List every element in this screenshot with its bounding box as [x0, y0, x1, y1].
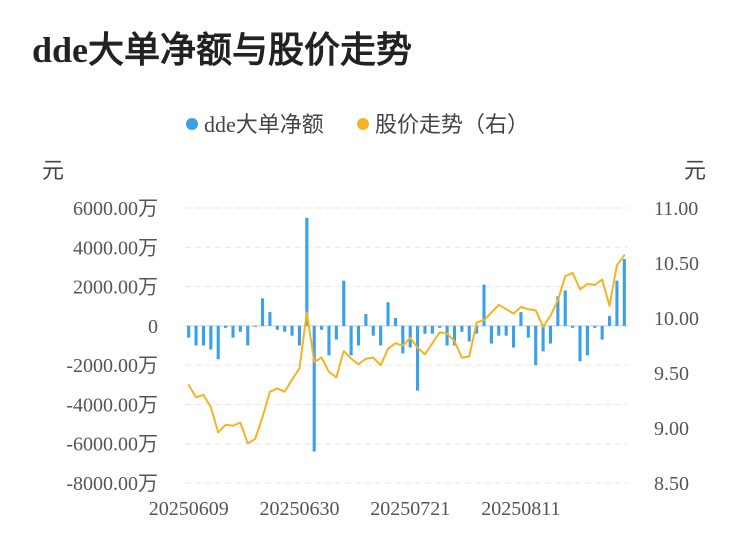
bar	[423, 325, 427, 334]
x-tick-label: 20250721	[370, 498, 450, 520]
bar	[253, 325, 257, 327]
bar	[482, 284, 486, 326]
right-tick-label: 9.00	[654, 418, 689, 440]
left-tick-label: 0	[148, 316, 158, 338]
right-tick-label: 11.00	[654, 198, 698, 220]
bar	[519, 312, 523, 326]
bar	[356, 325, 361, 346]
bar	[393, 318, 397, 326]
legend-label-bar: dde大单净额	[204, 112, 324, 137]
right-tick-label: 9.50	[654, 363, 689, 385]
bar	[224, 325, 228, 328]
grid-lines	[185, 207, 628, 484]
bar	[260, 298, 265, 326]
bar	[512, 325, 516, 348]
bar	[201, 325, 206, 346]
bar	[438, 325, 442, 328]
bar	[430, 325, 434, 334]
chart-title: dde大单净额与股价走势	[32, 30, 413, 70]
bar	[371, 325, 375, 336]
bar	[563, 290, 567, 326]
bar	[327, 325, 331, 356]
left-tick-label: -2000.00万	[66, 355, 158, 377]
legend-label-line: 股价走势（右）	[375, 112, 529, 137]
bar	[364, 314, 368, 326]
bar	[489, 325, 493, 344]
bar	[401, 325, 405, 354]
bar	[246, 325, 250, 346]
bar	[238, 325, 242, 332]
bar	[445, 325, 449, 346]
bar	[600, 325, 604, 340]
bar	[504, 325, 508, 336]
left-axis-unit: 元	[42, 158, 64, 183]
bar	[556, 296, 560, 326]
bar	[209, 325, 213, 350]
bar	[571, 325, 575, 328]
bar	[379, 325, 383, 346]
right-tick-label: 8.50	[654, 473, 689, 495]
bar	[194, 325, 198, 346]
bar	[349, 325, 353, 356]
left-axis: 6000.00万 4000.00万 2000.00万 0 -2000.00万 -4000.…	[66, 198, 158, 495]
bar	[283, 325, 287, 332]
line-series	[187, 254, 626, 445]
legend-dot-bar	[186, 118, 198, 130]
bar	[297, 325, 301, 346]
bar	[187, 325, 191, 338]
bar	[452, 325, 457, 346]
bar	[268, 312, 272, 326]
bar	[541, 325, 545, 352]
bar	[534, 325, 538, 366]
left-tick-label: -8000.00万	[66, 473, 158, 495]
bar	[334, 325, 338, 340]
bar	[585, 325, 589, 356]
bar	[467, 325, 471, 342]
bar	[607, 316, 612, 326]
bar	[460, 325, 464, 332]
bar	[305, 217, 309, 326]
bar-series	[187, 217, 626, 452]
left-tick-label: 6000.00万	[73, 198, 158, 220]
price-line	[187, 254, 626, 445]
left-tick-label: -4000.00万	[66, 394, 158, 416]
bar	[526, 325, 530, 338]
bar	[416, 325, 420, 391]
x-axis: 20250609 20250630 20250721 20250811	[149, 498, 561, 520]
bar	[475, 325, 479, 334]
bar	[622, 259, 626, 326]
chart-legend: dde大单净额 股价走势（右）	[186, 112, 529, 137]
bar	[593, 325, 597, 328]
x-tick-label: 20250630	[259, 498, 339, 520]
bar	[342, 280, 346, 326]
x-tick-label: 20250811	[481, 498, 560, 520]
left-tick-label: -6000.00万	[66, 434, 158, 456]
bar	[548, 325, 553, 344]
bar	[231, 325, 235, 338]
right-axis: 11.00 10.50 10.00 9.50 9.00 8.50	[654, 198, 699, 495]
bar	[320, 325, 324, 330]
bar	[578, 325, 582, 362]
x-tick-label: 20250609	[149, 498, 229, 520]
bar	[290, 325, 294, 336]
bar	[408, 325, 412, 348]
bar	[386, 302, 390, 326]
bar	[312, 325, 316, 452]
right-axis-unit: 元	[684, 158, 706, 183]
right-tick-label: 10.00	[654, 308, 699, 330]
legend-dot-line	[357, 118, 369, 130]
left-tick-label: 4000.00万	[73, 237, 158, 259]
bar	[497, 325, 501, 336]
left-tick-label: 2000.00万	[73, 277, 158, 299]
bar	[615, 280, 619, 326]
right-tick-label: 10.50	[654, 253, 699, 275]
bar	[216, 325, 220, 360]
bar	[275, 325, 279, 330]
